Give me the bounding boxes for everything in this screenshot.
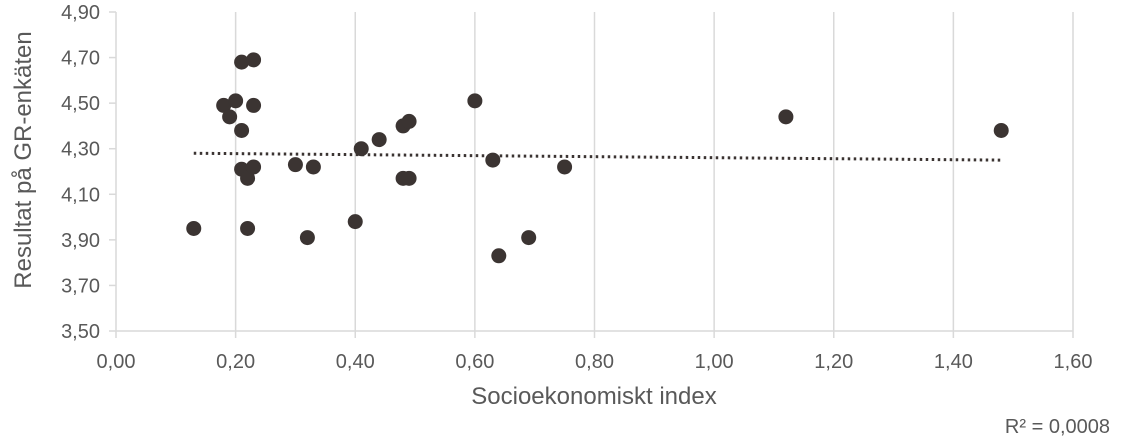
data-point [485,152,501,168]
y-axis-title: Resultat på GR-enkäten [10,31,37,288]
data-point [228,93,244,109]
x-tick-label: 0,40 [336,351,375,373]
data-point [299,230,315,246]
x-tick-label: 0,80 [575,351,614,373]
y-tick-label: 4,10 [61,184,100,206]
data-point [467,93,483,109]
data-point [491,248,507,264]
trendline-layer [193,151,1002,162]
data-point [521,230,537,246]
x-tick-label: 1,00 [695,351,734,373]
data-point [401,170,417,186]
x-axis-title: Socioekonomiskt index [471,383,716,410]
data-point [246,159,262,175]
x-tick-label: 1,20 [814,351,853,373]
data-point [186,220,202,236]
data-point [371,132,387,148]
y-tick-labels: 3,50 3,70 3,90 4,10 4,30 4,50 4,70 4,90 [61,2,100,343]
data-point [305,159,321,175]
data-point [353,141,369,157]
x-tick-label: 0,20 [216,351,255,373]
y-tick-label: 4,30 [61,139,100,161]
y-tick-label: 4,50 [61,93,100,115]
y-tick-label: 3,90 [61,230,100,252]
data-point [240,170,256,186]
y-tick-label: 3,50 [61,321,100,343]
data-point [347,214,363,230]
data-point [222,109,238,125]
y-tick-label: 4,70 [61,48,100,70]
data-point [246,52,262,68]
data-point [557,159,573,175]
data-points [186,52,1009,264]
data-point [993,122,1009,138]
x-tick-label: 0,60 [455,351,494,373]
data-point [216,97,232,113]
x-tick-labels: 0,00 0,20 0,40 0,60 0,80 1,00 1,20 1,40 1,60 [97,351,1093,373]
axes [109,11,1074,338]
r-squared-label: R² = 0,0008 [1005,416,1110,438]
data-point [246,97,262,113]
x-tick-label: 1,60 [1054,351,1093,373]
data-point [401,113,417,129]
data-point [234,54,250,70]
x-tick-label: 1,40 [934,351,973,373]
y-tick-label: 4,90 [61,2,100,24]
data-point [778,109,794,125]
data-point [287,157,303,173]
trendline [193,151,1002,162]
data-point [240,220,256,236]
x-tick-label: 0,00 [97,351,136,373]
gridlines [234,12,1074,331]
data-point [234,122,250,138]
y-tick-label: 3,70 [61,275,100,297]
